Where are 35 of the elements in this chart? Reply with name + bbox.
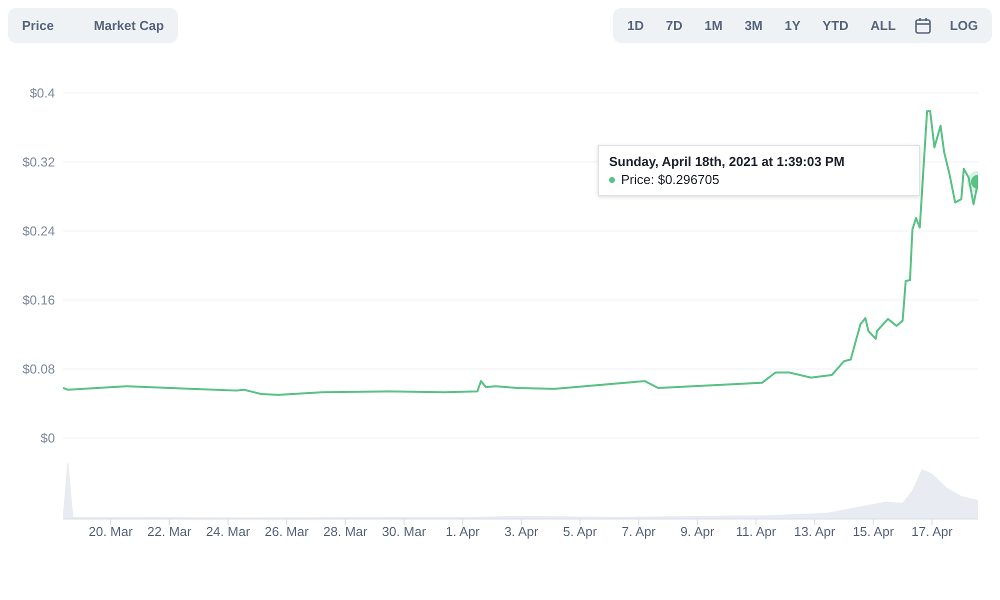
x-tick-label: 15. Apr <box>852 524 895 540</box>
text: 1M <box>704 17 724 35</box>
text: Price <box>21 17 55 35</box>
x-tick-label: 13. Apr <box>794 524 836 540</box>
text: Market Cap <box>92 17 165 35</box>
x-tick-label: 20. Mar <box>88 524 134 540</box>
y-tick-label: $0.32 <box>22 154 55 170</box>
annotation: Price: $0.296705 <box>621 172 720 187</box>
x-tick-label: 22. Mar <box>147 524 192 540</box>
x-tick-label: 7. Apr <box>622 524 656 540</box>
x-tick-label: 3. Apr <box>504 524 539 540</box>
x-tick-label: 11. Apr <box>736 524 777 540</box>
text: YTD <box>822 17 850 35</box>
line-series <box>63 110 978 396</box>
y-tick-label: $0.08 <box>22 362 55 377</box>
text: LOG <box>948 17 979 35</box>
tooltip-box: Sunday, April 18th, 2021 at 1:39:03 PM Price: $0.296705 <box>598 145 920 196</box>
text: 1D <box>626 17 645 35</box>
x-tick-label: 1. Apr <box>446 524 480 540</box>
y-tick-label: $0.4 <box>30 86 55 101</box>
y-tick-label: $0 <box>40 430 55 446</box>
y-tick-label: $0.24 <box>22 224 55 239</box>
text: 7D <box>664 17 684 35</box>
text: ALL <box>870 17 897 35</box>
annotation: Sunday, April 18th, 2021 at 1:39:03 PM <box>609 154 845 169</box>
x-tick-label: 28. Mar <box>323 524 368 540</box>
x-tick-label: 30. Mar <box>382 524 427 540</box>
text: 1Y <box>784 17 802 35</box>
x-tick-label: 17. Apr <box>911 524 954 540</box>
x-tick-label: 24. Mar <box>206 524 251 540</box>
x-tick-label: 5. Apr <box>563 524 598 540</box>
text: 3M <box>744 17 764 35</box>
x-tick-label: 26. Mar <box>264 524 310 540</box>
x-tick-label: 9. Apr <box>680 524 715 540</box>
y-tick-label: $0.16 <box>22 292 55 308</box>
